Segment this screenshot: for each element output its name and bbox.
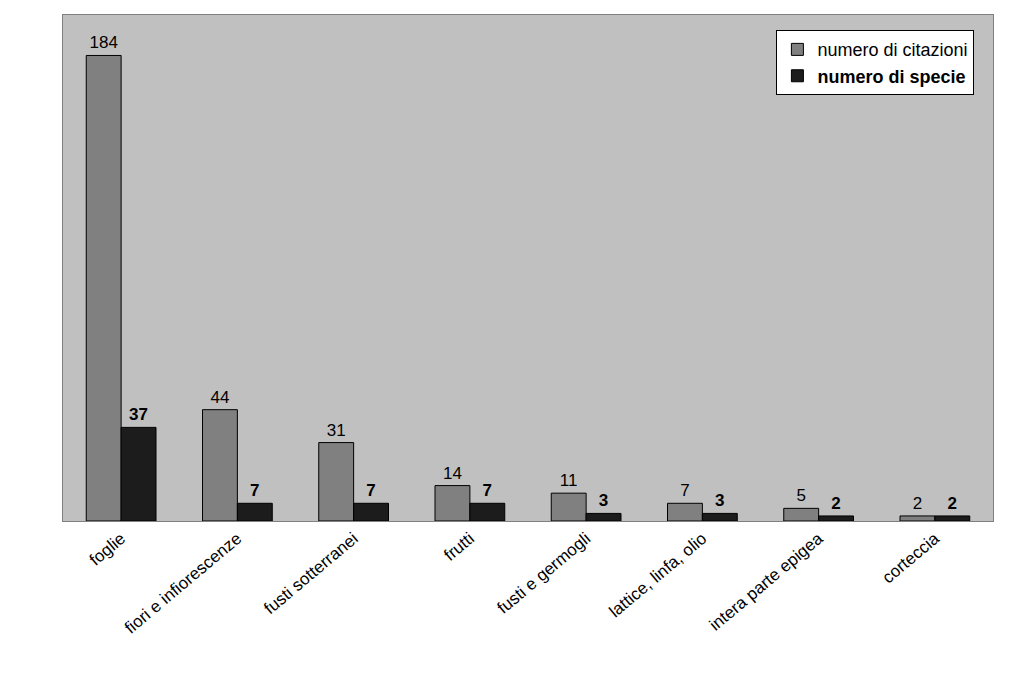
svg-text:lattice, linfa, olio: lattice, linfa, olio	[606, 529, 711, 621]
svg-text:14: 14	[443, 464, 462, 483]
svg-text:2: 2	[831, 494, 840, 513]
svg-text:7: 7	[680, 481, 689, 500]
svg-text:5: 5	[796, 486, 805, 505]
svg-text:2: 2	[913, 494, 922, 513]
svg-text:intera parte epigea: intera parte epigea	[706, 529, 827, 635]
svg-text:fusti e germogli: fusti e germogli	[494, 529, 595, 618]
svg-text:31: 31	[327, 421, 346, 440]
svg-text:numero di citazioni: numero di citazioni	[817, 40, 967, 60]
svg-text:11: 11	[560, 471, 578, 490]
svg-text:7: 7	[250, 481, 259, 500]
svg-text:2: 2	[948, 494, 957, 513]
svg-text:fusti sotterranei: fusti sotterranei	[260, 529, 361, 618]
svg-text:3: 3	[715, 491, 724, 510]
svg-text:frutti: frutti	[440, 529, 478, 565]
svg-text:foglie: foglie	[86, 529, 129, 570]
svg-text:fiori e infiorescenze: fiori e infiorescenze	[121, 529, 245, 638]
svg-text:7: 7	[366, 481, 375, 500]
svg-text:37: 37	[129, 405, 148, 424]
svg-text:corteccia: corteccia	[879, 529, 944, 588]
svg-text:44: 44	[210, 388, 229, 407]
svg-text:numero di specie: numero di specie	[817, 67, 965, 87]
svg-text:3: 3	[599, 491, 608, 510]
svg-text:184: 184	[90, 33, 118, 52]
svg-text:7: 7	[483, 481, 492, 500]
